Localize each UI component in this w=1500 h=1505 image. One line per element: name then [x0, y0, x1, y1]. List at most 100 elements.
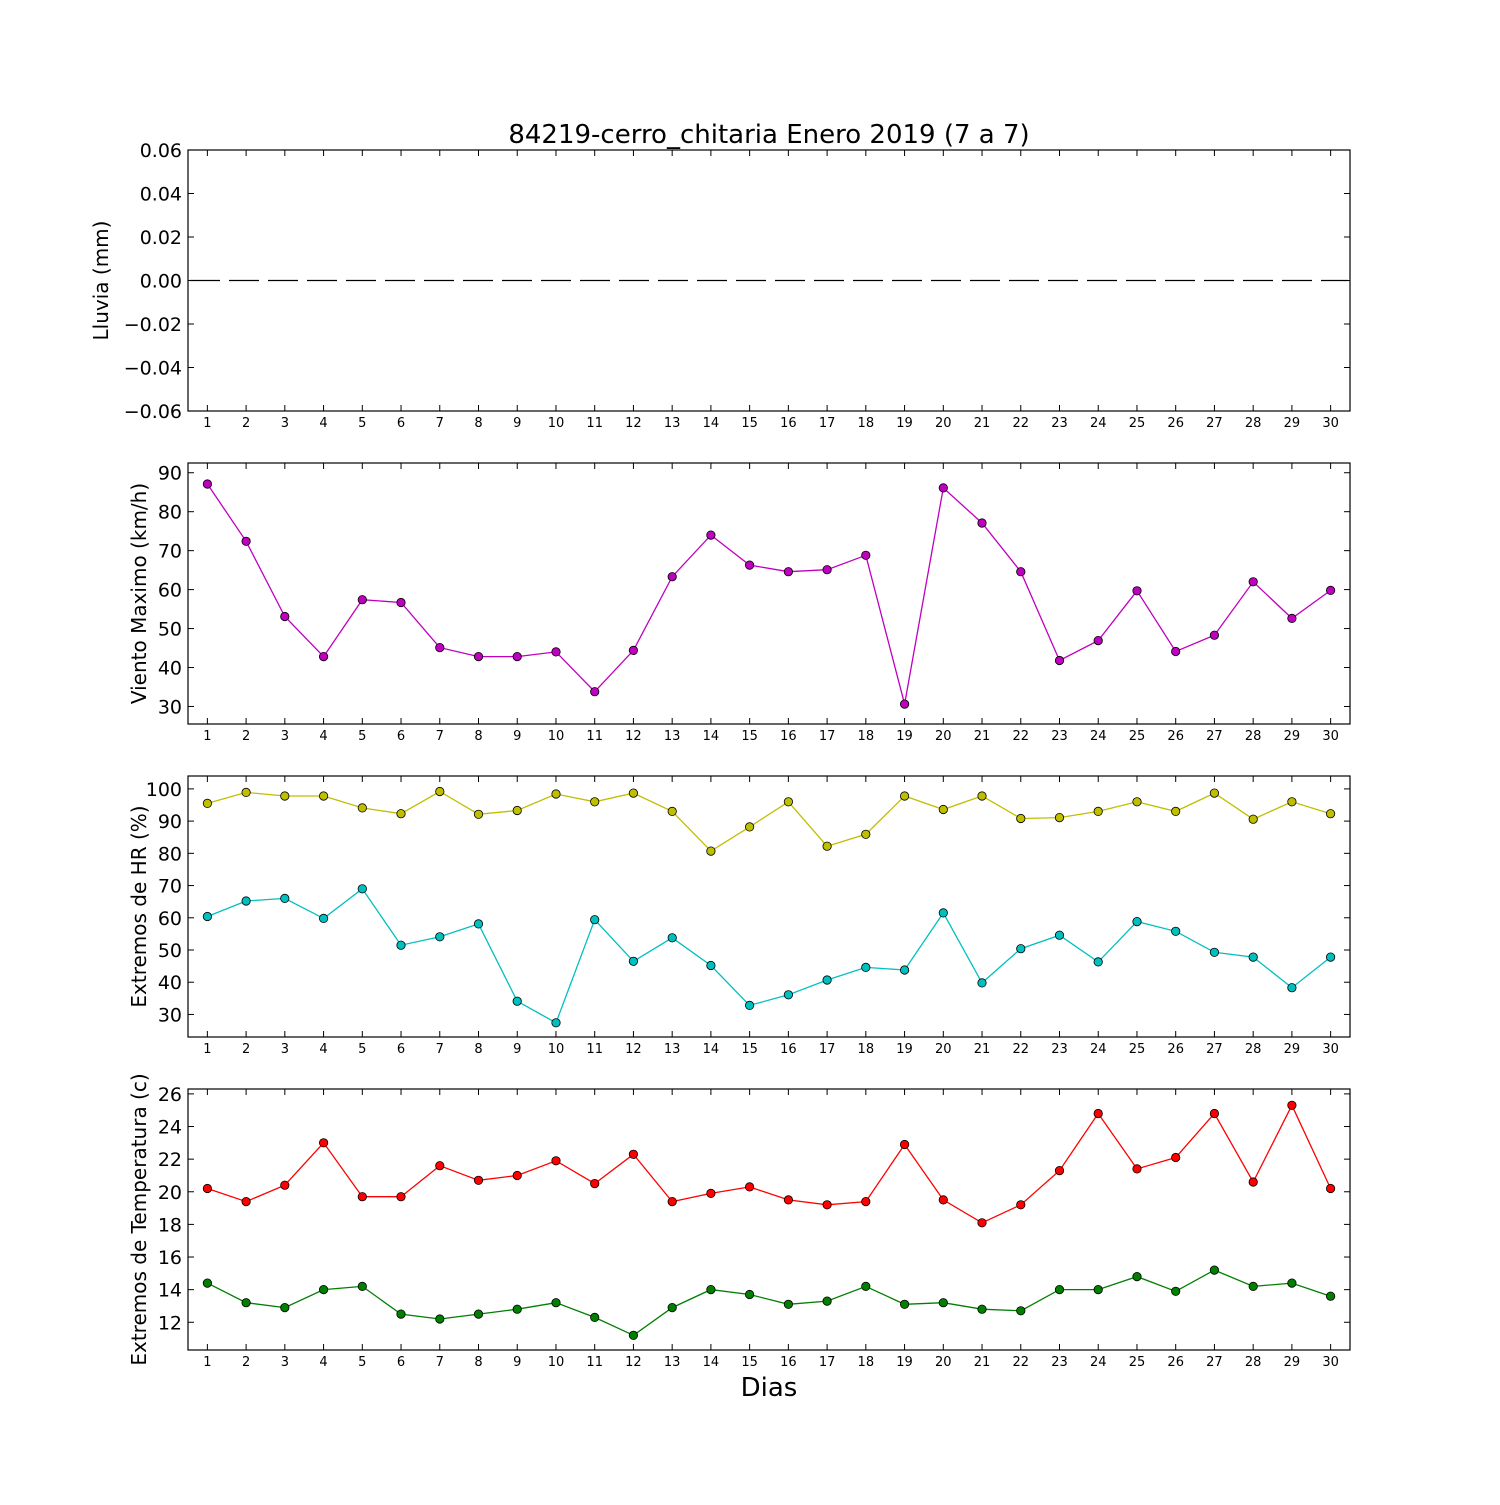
- hr-min-line-point: [551, 1018, 561, 1028]
- temp-min-line-point: [667, 1303, 677, 1313]
- temp-max-line-point: [473, 1175, 484, 1185]
- y-tick-label: 40: [158, 972, 182, 994]
- viento-maximo-line-point: [1016, 567, 1026, 577]
- viento-maximo-line-point: [1132, 586, 1142, 596]
- temp-min-line-point: [241, 1298, 251, 1308]
- y-tick-label: −0.06: [124, 401, 182, 423]
- y-tick-label: 50: [158, 940, 182, 962]
- temp-min-line-point: [396, 1309, 406, 1319]
- figure-title: 84219-cerro_chitaria Enero 2019 (7 a 7): [508, 120, 1029, 150]
- x-tick-label: 24: [1090, 1355, 1107, 1370]
- hr-max-line-point: [667, 806, 677, 817]
- temp-max-line-point: [899, 1139, 910, 1150]
- x-tick-label: 2: [242, 729, 250, 744]
- viento-maximo-line-point: [706, 530, 716, 540]
- temp-max-line-point: [938, 1195, 948, 1205]
- temp-min-line-point: [744, 1289, 755, 1300]
- x-tick-label: 25: [1129, 729, 1146, 744]
- x-tick-label: 7: [436, 1042, 444, 1057]
- hr-max-line-point: [744, 822, 755, 832]
- temp-min-line: [207, 1269, 1331, 1337]
- viento-maximo-line-point: [551, 647, 561, 657]
- temp-max-line-point: [241, 1197, 251, 1207]
- x-tick-label: 20: [935, 1355, 952, 1370]
- axes-frame-viento: [187, 462, 1351, 725]
- temp-min-line-point: [435, 1314, 445, 1324]
- x-tick-label: 16: [780, 1355, 797, 1370]
- hr-max-line-point: [318, 791, 329, 801]
- viento-maximo-line-point: [241, 536, 251, 546]
- y-tick-label: 30: [158, 696, 182, 718]
- x-tick-label: 10: [548, 729, 565, 744]
- x-tick-label: 29: [1284, 1355, 1301, 1370]
- hr-max-line-point: [357, 803, 367, 813]
- hr-min-line-point: [783, 990, 794, 1000]
- x-tick-label: 1: [203, 1355, 211, 1370]
- x-tick-label: 23: [1051, 1355, 1068, 1370]
- temp-min-line-point: [977, 1304, 987, 1314]
- x-tick-label: 15: [741, 729, 758, 744]
- x-tick-label: 7: [436, 416, 444, 431]
- x-tick-label: 25: [1129, 1355, 1146, 1370]
- temp-max-line-point: [706, 1188, 716, 1199]
- hr-max-line-point: [202, 798, 212, 809]
- hr-min-line-point: [357, 884, 367, 894]
- y-tick-label: 20: [158, 1182, 182, 1204]
- hr-min-line-point: [1248, 952, 1258, 962]
- viento-maximo-line-point: [590, 687, 600, 697]
- y-tick-label: 90: [158, 463, 182, 485]
- hr-min-line-point: [1171, 926, 1181, 936]
- x-tick-label: 12: [625, 729, 642, 744]
- x-tick-label: 21: [974, 1355, 991, 1370]
- y-tick-label: 40: [158, 658, 182, 680]
- hr-max-line-point: [628, 788, 639, 798]
- hr-max-line-point: [280, 791, 290, 801]
- y-tick-label: 80: [158, 843, 182, 865]
- viento-maximo-line-point: [1287, 613, 1297, 624]
- hr-min-line-point: [1016, 944, 1026, 954]
- x-tick-label: 16: [780, 416, 797, 431]
- x-tick-label: 28: [1245, 729, 1262, 744]
- hr-min-line-point: [202, 911, 212, 922]
- y-tick-label: 60: [158, 580, 182, 602]
- x-tick-label: 20: [935, 1042, 952, 1057]
- hr-max-line-point: [938, 804, 948, 815]
- x-tick-label: 9: [513, 1042, 521, 1057]
- hr-max-line-point: [1132, 797, 1142, 807]
- temp-max-line-point: [667, 1197, 677, 1207]
- x-tick-label: 21: [974, 729, 991, 744]
- temp-min-line-point: [861, 1281, 871, 1292]
- temp-min-line-point: [512, 1304, 522, 1314]
- temp-max-line-point: [744, 1182, 755, 1192]
- hr-max-line-point: [1016, 813, 1026, 824]
- y-tick-label: 22: [158, 1149, 182, 1171]
- x-tick-label: 6: [397, 729, 405, 744]
- hr-min-line-point: [1132, 916, 1142, 927]
- temp-max-line-point: [590, 1179, 600, 1189]
- x-tick-label: 30: [1322, 729, 1339, 744]
- x-tick-label: 7: [436, 729, 444, 744]
- x-tick-label: 28: [1245, 1355, 1262, 1370]
- temp-min-line-point: [1326, 1291, 1336, 1301]
- temp-min-line-point: [783, 1299, 794, 1309]
- x-tick-label: 26: [1167, 416, 1184, 431]
- temp-min-line-point: [1209, 1265, 1220, 1275]
- y-tick-label: 24: [158, 1117, 182, 1139]
- temp-max-line-point: [551, 1156, 561, 1166]
- x-tick-label: 11: [586, 1355, 603, 1370]
- viento-maximo-line-point: [899, 699, 910, 709]
- hr-min-line-point: [899, 965, 910, 975]
- x-tick-label: 17: [819, 729, 836, 744]
- x-tick-label: 20: [935, 729, 952, 744]
- hr-max-line-point: [473, 809, 484, 819]
- hr-max-line-point: [977, 791, 987, 801]
- viento-maximo-line-point: [977, 518, 987, 528]
- temp-max-line-point: [357, 1192, 367, 1202]
- x-tick-label: 29: [1284, 416, 1301, 431]
- viento-maximo-line-point: [628, 645, 639, 656]
- temp-min-line-point: [1248, 1281, 1258, 1292]
